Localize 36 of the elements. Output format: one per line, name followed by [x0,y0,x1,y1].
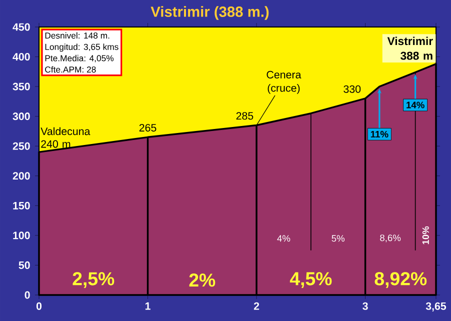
annotation: 4,5% [290,272,332,288]
x-tick-label: 3,65 [426,302,446,312]
x-tick-label: 1 [145,302,150,310]
annotation: 10% [422,226,429,244]
annotation: 330 [344,85,361,93]
y-tick-label: 0 [24,291,30,299]
annotation: Longitud: 3,65 kms [45,44,118,52]
y-tick-label: 350 [12,82,30,90]
annotation: 14% [406,102,424,108]
annotation: Pte.Media: 4,05% [45,54,114,62]
annotation: 8,92% [374,272,427,288]
y-tick-label: 100 [13,232,30,240]
annotation: 8,6% [380,234,401,242]
annotation: Cfte.APM: 28 [45,66,96,73]
annotation: 2,5% [72,272,114,288]
chart-title: Vistrimir (388 m.) [150,6,269,20]
annotation: 2% [189,273,216,287]
y-tick-label: 450 [12,23,30,31]
annotation: Valdecuna 240 m [40,127,90,148]
annotation: Cenera (cruce) [266,70,302,94]
x-tick-label: 3 [362,302,368,310]
annotation: 285 [236,112,254,120]
annotation: 11% [370,130,388,138]
y-tick-label: 300 [12,112,30,120]
annotation: 5% [332,235,345,242]
y-tick-label: 400 [12,53,30,61]
annotation: 265 [139,124,156,132]
y-tick-label: 150 [13,202,30,210]
y-tick-label: 200 [12,172,30,180]
annotation: Vistrimir 388 m [387,36,433,60]
x-tick-label: 2 [254,302,260,310]
x-tick-label: 0 [36,302,42,310]
annotation: 4% [277,235,290,242]
y-tick-label: 250 [12,142,30,150]
annotation: Desnivel: 148 m. [45,32,110,39]
y-tick-label: 50 [18,261,30,269]
